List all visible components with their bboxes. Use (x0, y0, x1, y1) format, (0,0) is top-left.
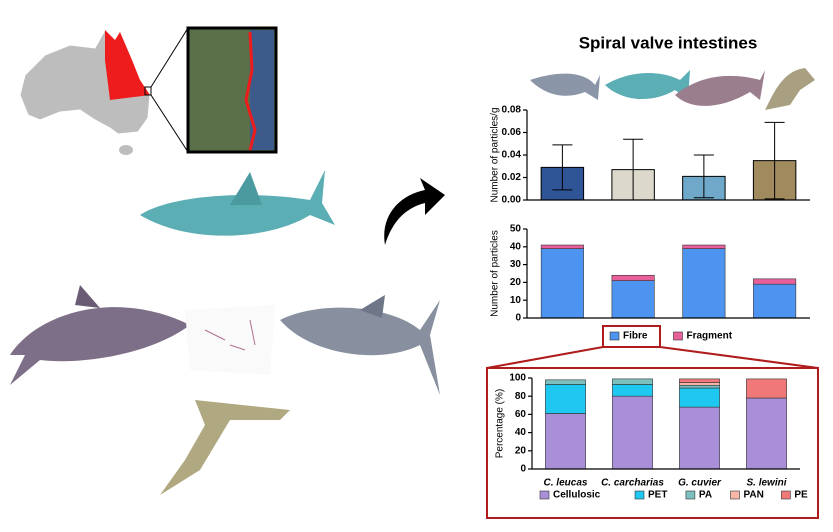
x-tick-label: C. carcharias (601, 478, 664, 489)
y-tick-label: 40 (515, 427, 527, 438)
legend-label: Fibre (623, 331, 648, 342)
y-tick-label: 100 (509, 373, 526, 384)
legend-label: PE (794, 490, 808, 501)
bar-segment (679, 384, 720, 389)
bar-segment (611, 280, 655, 319)
y-tick-label: 0.08 (502, 105, 522, 116)
bar-segment (682, 244, 726, 249)
bar-segment (545, 413, 586, 470)
bar-segment (679, 387, 720, 408)
y-axis-label: Percentage (%) (495, 389, 506, 458)
legend-label: PET (648, 490, 667, 501)
legend-label: Fragment (687, 331, 733, 342)
bar-segment (612, 384, 653, 397)
legend-swatch (609, 331, 620, 341)
bar-segment (753, 278, 797, 285)
legend-label: PA (699, 490, 712, 501)
bar-segment (746, 378, 787, 399)
error-bar (693, 154, 714, 199)
map (19, 26, 278, 155)
error-bar (552, 144, 573, 191)
legend-swatch (730, 490, 740, 500)
bar-segment (612, 395, 653, 470)
y-tick-label: 80 (515, 391, 527, 402)
zoom-box (486, 367, 819, 519)
y-tick-label: 60 (515, 409, 527, 420)
bar-segment (753, 283, 797, 319)
bar-segment (611, 274, 655, 281)
x-tick-label: G. cuvier (678, 478, 722, 489)
y-tick-label: 0.02 (502, 172, 522, 183)
legend-swatch (673, 331, 683, 341)
y-axis-label: Number of particles/g (490, 107, 501, 202)
legend-swatch (781, 490, 791, 500)
bar-segment (612, 378, 653, 385)
bar-segment (746, 397, 787, 470)
legend-swatch (539, 490, 550, 500)
page-title: Spiral valve intestines (579, 33, 758, 52)
y-tick-label: 20 (515, 445, 527, 456)
y-tick-label: 30 (510, 259, 522, 270)
bar-segment (682, 248, 726, 319)
y-tick-label: 20 (510, 277, 522, 288)
y-tick-label: 0.04 (502, 150, 522, 161)
highlight-box (602, 325, 661, 348)
x-tick-label: S. lewini (746, 478, 786, 489)
y-tick-label: 0.00 (502, 195, 522, 206)
x-tick-label: C. leucas (544, 478, 588, 489)
y-tick-label: 0 (515, 313, 521, 324)
bar-segment (679, 406, 720, 470)
y-tick-label: 10 (510, 295, 522, 306)
arrow (384, 178, 445, 245)
y-tick-label: 40 (510, 241, 522, 252)
y-tick-label: 0 (520, 464, 526, 475)
legend-swatch (685, 490, 696, 500)
bar-segment (545, 384, 586, 414)
bar-segment (679, 382, 720, 386)
y-tick-label: 0.06 (502, 127, 522, 138)
sharks (10, 68, 815, 495)
bar-segment (540, 248, 584, 319)
legend-label: Cellulosic (553, 490, 601, 501)
y-axis-label: Number of particles (490, 230, 501, 317)
error-bar (764, 121, 785, 200)
bar-segment (679, 378, 720, 383)
bar-segment (540, 244, 584, 249)
y-tick-label: 50 (510, 224, 522, 235)
legend-label: PAN (744, 490, 764, 501)
bar-segment (545, 379, 586, 385)
legend-swatch (634, 490, 645, 500)
